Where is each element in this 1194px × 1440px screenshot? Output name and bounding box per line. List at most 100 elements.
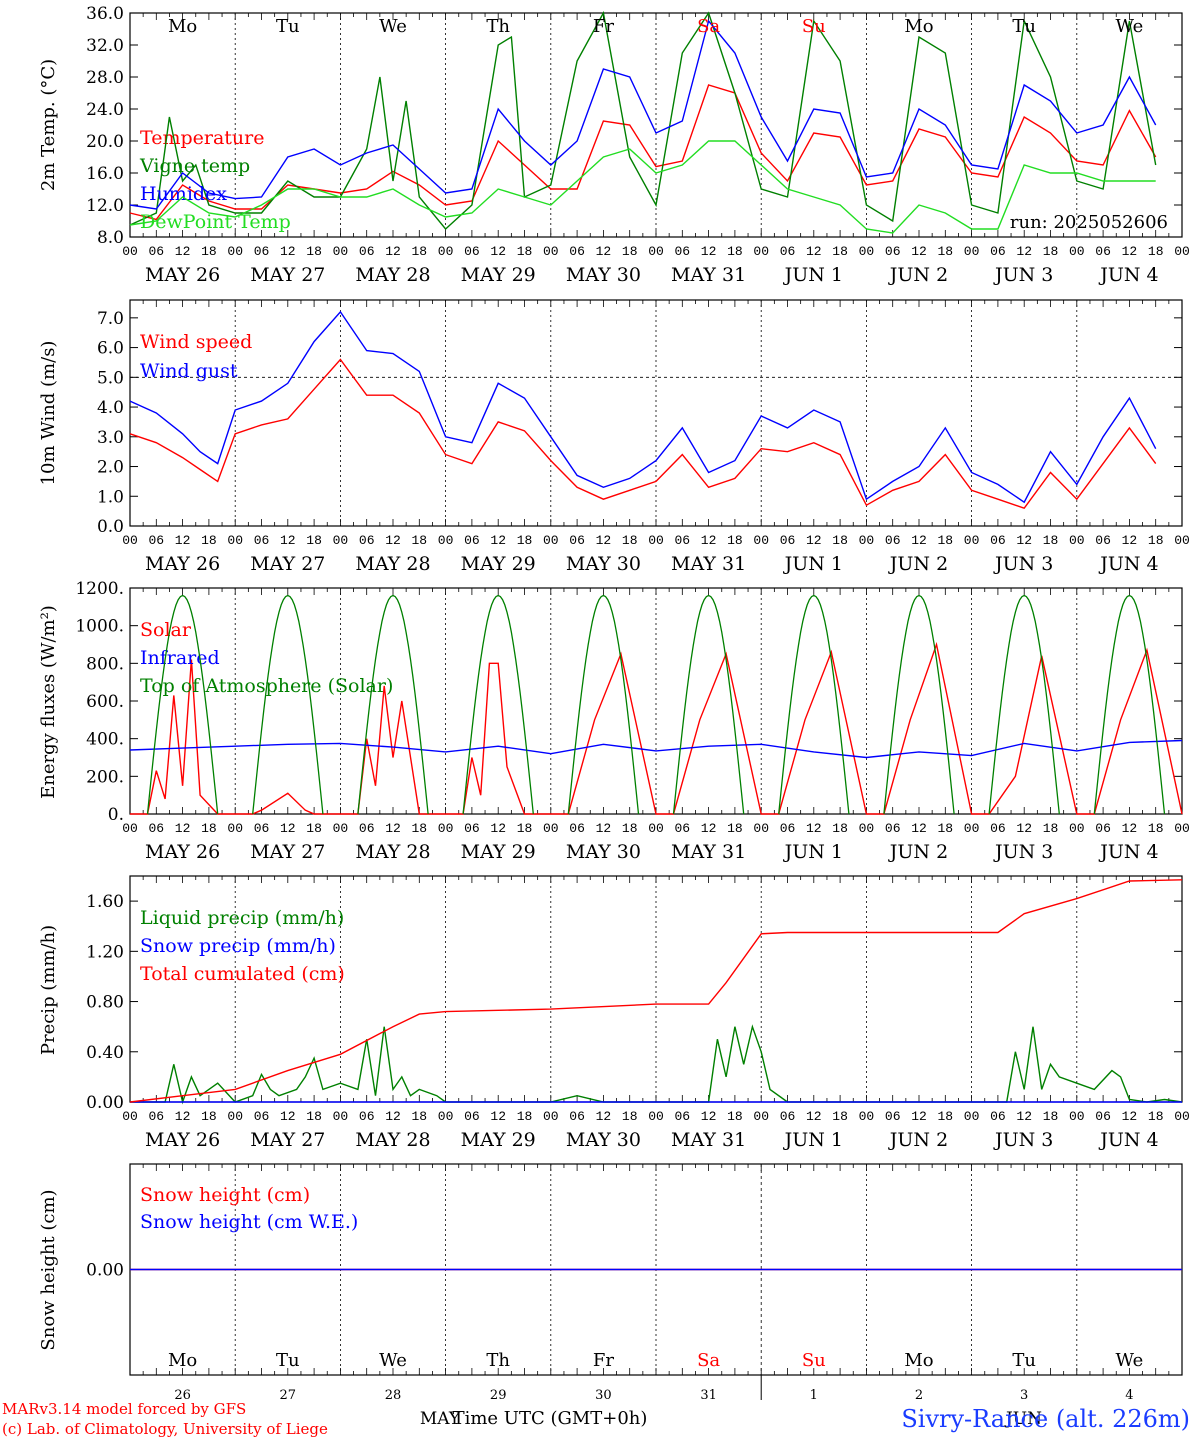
hour-label: 18 (1043, 821, 1059, 836)
y-tick-label: 0.0 (97, 517, 124, 537)
legend-entry: Snow precip (mm/h) (140, 935, 336, 957)
hour-label: 18 (1148, 244, 1164, 259)
hour-label: 12 (1016, 533, 1032, 548)
hour-label: 12 (806, 821, 822, 836)
hour-label: 00 (1174, 244, 1190, 259)
hour-label: 12 (385, 533, 401, 548)
day-number: 4 (1125, 1388, 1133, 1403)
series-line-humidex (129, 19, 1157, 210)
date-label: MAY 27 (250, 1129, 325, 1151)
panel-4: 0.00 0.40 0.80 1.20 1.60 Precip (mm/h) Liquid … (38, 875, 1190, 1151)
date-label: MAY 29 (461, 264, 536, 286)
hour-label: 18 (937, 1109, 953, 1124)
hour-label: 06 (148, 1109, 164, 1124)
hour-label: 00 (438, 533, 454, 548)
hour-label: 18 (727, 533, 743, 548)
hour-label: 00 (1069, 533, 1085, 548)
hour-label: 18 (727, 244, 743, 259)
hour-label: 18 (1148, 1109, 1164, 1124)
day-name: Fr (593, 16, 614, 37)
hour-label: 12 (911, 821, 927, 836)
hour-label: 12 (596, 533, 612, 548)
series-line-toa-solar (672, 594, 745, 815)
day-name: Tu (276, 16, 300, 37)
date-label: JUN 3 (993, 841, 1053, 863)
date-label: JUN 1 (783, 553, 843, 575)
hour-label: 00 (438, 1109, 454, 1124)
hour-label: 06 (1095, 244, 1111, 259)
hour-label: 12 (280, 1109, 296, 1124)
hour-label: 06 (464, 821, 480, 836)
y-tick-label: 0.00 (86, 1093, 124, 1113)
hour-label: 00 (964, 244, 980, 259)
y-tick-label: 0.40 (86, 1043, 124, 1063)
hour-label: 12 (490, 1109, 506, 1124)
y-tick-label: 20.0 (86, 132, 124, 152)
hour-label: 18 (727, 1109, 743, 1124)
y-tick-label: 0.00 (86, 1261, 124, 1281)
hour-label: 18 (411, 821, 427, 836)
hour-label: 06 (254, 244, 270, 259)
hour-label: 00 (753, 244, 769, 259)
hour-label: 06 (569, 821, 585, 836)
y-tick-label: 16.0 (86, 164, 124, 184)
series-line-dewpoint-temp (129, 140, 1156, 234)
legend-entry: Solar (140, 619, 192, 641)
hour-label: 00 (1174, 821, 1190, 836)
hour-label: 00 (859, 1109, 875, 1124)
series-line-toa-solar (357, 594, 429, 815)
hour-label: 18 (832, 533, 848, 548)
hour-label: 06 (674, 533, 690, 548)
hour-label: 12 (280, 821, 296, 836)
day-number: 3 (1020, 1388, 1028, 1403)
day-name: Mo (168, 1350, 197, 1371)
hour-label: 12 (490, 533, 506, 548)
y-tick-label: 1.0 (97, 487, 124, 507)
hour-label: 18 (832, 244, 848, 259)
hour-label: 06 (254, 821, 270, 836)
series-line-total-cumulated-cm (129, 879, 1183, 1103)
date-label: MAY 27 (250, 841, 325, 863)
hour-label: 18 (306, 244, 322, 259)
hour-label: 12 (596, 1109, 612, 1124)
day-name: Mo (904, 1350, 933, 1371)
date-label: JUN 3 (993, 553, 1053, 575)
hour-label: 00 (648, 244, 664, 259)
hour-label: 18 (201, 244, 217, 259)
y-tick-label: 6.0 (97, 339, 124, 359)
date-label: JUN 2 (888, 1129, 948, 1151)
hour-label: 12 (490, 244, 506, 259)
y-axis-label: 10m Wind (m/s) (38, 341, 59, 486)
y-tick-label: 0. (108, 805, 124, 825)
date-label: MAY 31 (671, 553, 746, 575)
hour-label: 06 (569, 1109, 585, 1124)
day-number: 26 (174, 1388, 191, 1403)
day-name: Sa (697, 16, 720, 37)
hour-label: 00 (543, 533, 559, 548)
date-label: MAY 28 (355, 841, 430, 863)
hour-label: 06 (780, 1109, 796, 1124)
y-tick-label: 7.0 (97, 309, 124, 329)
date-label: MAY 30 (566, 841, 641, 863)
day-name: Mo (168, 16, 197, 37)
y-tick-label: 12.0 (86, 196, 124, 216)
day-number: 1 (810, 1388, 818, 1403)
date-label: JUN 2 (888, 841, 948, 863)
day-name: Su (802, 16, 826, 37)
day-number: 2 (915, 1388, 923, 1403)
series-line-toa-solar (146, 594, 219, 815)
hour-label: 00 (227, 821, 243, 836)
hour-label: 06 (885, 1109, 901, 1124)
legend-entry: Vigne temp (139, 155, 250, 177)
hour-label: 18 (727, 821, 743, 836)
hour-label: 18 (1043, 1109, 1059, 1124)
hour-label: 18 (411, 533, 427, 548)
hour-label: 06 (674, 244, 690, 259)
footer: MARv3.14 model forced by GFS (c) Lab. of… (2, 1400, 1190, 1438)
date-label: JUN 3 (993, 1129, 1053, 1151)
series-line-temperature (129, 84, 1157, 221)
day-number: 29 (490, 1388, 507, 1403)
hour-label: 18 (201, 821, 217, 836)
hour-label: 00 (438, 821, 454, 836)
hour-label: 06 (148, 533, 164, 548)
